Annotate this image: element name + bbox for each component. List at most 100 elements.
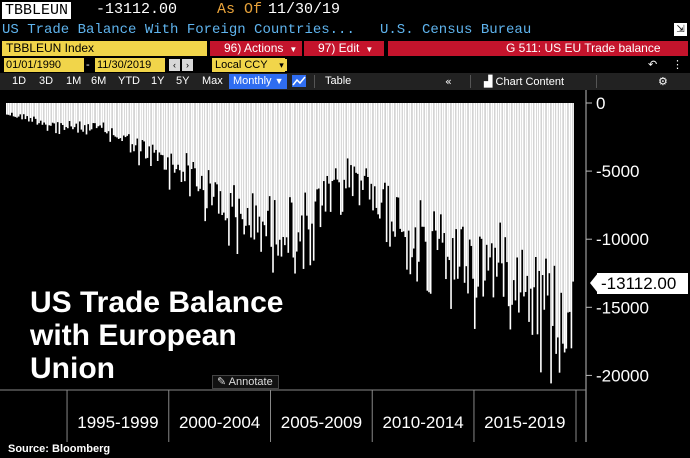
chevron-right-icon[interactable]: › bbox=[182, 59, 193, 71]
bar bbox=[492, 103, 495, 298]
bar bbox=[553, 103, 556, 266]
bar bbox=[501, 103, 503, 264]
annotate-button[interactable]: ✎ Annotate bbox=[212, 375, 279, 389]
bar bbox=[307, 103, 310, 230]
bar bbox=[538, 103, 540, 271]
bar bbox=[380, 103, 383, 203]
bar bbox=[345, 103, 347, 189]
bar bbox=[189, 103, 191, 197]
bar bbox=[194, 103, 196, 169]
undo-icon[interactable]: ↶ bbox=[648, 58, 658, 71]
bar bbox=[258, 103, 261, 217]
bar bbox=[506, 103, 508, 263]
bar bbox=[526, 103, 529, 276]
bar bbox=[246, 103, 249, 208]
last-value-label: -13112.00 bbox=[597, 273, 688, 294]
bar bbox=[241, 103, 244, 220]
bar bbox=[414, 103, 417, 228]
bar bbox=[55, 103, 57, 134]
settings-dots-icon[interactable]: ⋮ bbox=[672, 58, 683, 71]
period-1m[interactable]: 1M bbox=[66, 75, 82, 87]
bar bbox=[290, 103, 293, 203]
bar bbox=[472, 103, 474, 279]
bar bbox=[460, 103, 463, 230]
bar bbox=[504, 103, 507, 238]
period-ytd[interactable]: YTD bbox=[118, 75, 140, 87]
bar bbox=[397, 103, 400, 198]
popout-icon[interactable]: ⇲ bbox=[674, 23, 687, 36]
bar bbox=[572, 103, 574, 282]
ticker-symbol[interactable]: TBBLEUN bbox=[2, 2, 72, 19]
bar bbox=[407, 103, 410, 231]
period-1d[interactable]: 1D bbox=[12, 75, 27, 87]
bar bbox=[462, 103, 464, 227]
currency-dropdown-icon[interactable]: ▾ bbox=[276, 59, 287, 71]
bar bbox=[172, 103, 174, 165]
bar bbox=[143, 103, 145, 142]
edit-label: 97) Edit bbox=[318, 41, 360, 55]
frequency-select[interactable]: Monthly ▼ bbox=[229, 74, 287, 89]
bar bbox=[216, 103, 218, 185]
bar bbox=[533, 103, 535, 288]
bar bbox=[334, 103, 337, 169]
bar bbox=[111, 103, 113, 129]
gear-icon[interactable]: ⚙ bbox=[658, 75, 668, 88]
bar bbox=[136, 103, 139, 139]
chevron-left-icon[interactable]: ‹ bbox=[169, 59, 180, 71]
bar bbox=[256, 103, 259, 233]
bar bbox=[185, 103, 188, 154]
bar bbox=[429, 103, 432, 294]
bar bbox=[80, 103, 83, 130]
bar bbox=[253, 103, 256, 240]
bar bbox=[106, 103, 108, 134]
bar bbox=[161, 103, 164, 156]
collapse-chevron-icon[interactable]: « bbox=[445, 75, 452, 88]
bar bbox=[379, 103, 381, 219]
bar bbox=[395, 103, 398, 198]
edit-button[interactable]: 97) Edit ▼ bbox=[304, 41, 384, 56]
bar bbox=[321, 103, 323, 206]
bar bbox=[311, 103, 313, 224]
bar bbox=[50, 103, 52, 126]
chart-content-label: Chart Content bbox=[495, 76, 565, 88]
currency-select[interactable]: Local CCY bbox=[212, 58, 285, 72]
bar bbox=[521, 103, 524, 250]
period-5y[interactable]: 5Y bbox=[176, 75, 190, 87]
bar bbox=[211, 103, 213, 206]
end-date-input[interactable]: 11/30/2019 bbox=[95, 58, 165, 72]
period-3d[interactable]: 3D bbox=[39, 75, 54, 87]
bar bbox=[479, 103, 481, 237]
bar bbox=[187, 103, 190, 166]
bar bbox=[528, 103, 530, 322]
bar bbox=[426, 103, 429, 291]
bar bbox=[343, 103, 346, 180]
bar bbox=[362, 103, 364, 190]
bar bbox=[331, 103, 334, 182]
bar bbox=[355, 103, 357, 173]
bar bbox=[496, 103, 498, 277]
bar bbox=[507, 103, 510, 307]
last-price: -13112.00 bbox=[96, 1, 178, 18]
bar bbox=[333, 103, 335, 180]
actions-button[interactable]: 96) Actions ▼ bbox=[210, 41, 302, 56]
bar bbox=[440, 103, 442, 215]
line-chart-icon[interactable] bbox=[292, 75, 306, 87]
y-tick-label: -20000 bbox=[596, 366, 649, 385]
bar bbox=[360, 103, 362, 181]
bar bbox=[312, 103, 315, 261]
period-1y[interactable]: 1Y bbox=[151, 75, 165, 87]
pencil-icon: ✎ bbox=[217, 375, 227, 388]
bar bbox=[255, 103, 257, 206]
bar bbox=[46, 103, 49, 131]
bar bbox=[341, 103, 344, 212]
bar bbox=[238, 103, 240, 199]
bar bbox=[489, 103, 491, 258]
start-date-input[interactable]: 01/01/1990 bbox=[4, 58, 84, 72]
security-field[interactable]: TBBLEUN Index bbox=[2, 41, 207, 56]
period-max[interactable]: Max bbox=[202, 75, 223, 87]
period-6m[interactable]: 6M bbox=[91, 75, 107, 87]
bar bbox=[531, 103, 534, 335]
bar bbox=[541, 103, 544, 276]
chart-content-button[interactable]: ▟ Chart Content bbox=[484, 73, 564, 91]
table-button[interactable]: Table bbox=[325, 75, 352, 87]
